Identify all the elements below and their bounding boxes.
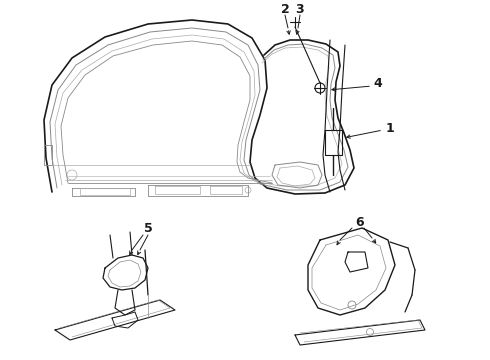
Text: 6: 6 <box>356 216 364 229</box>
Text: 5: 5 <box>144 221 152 234</box>
Text: 2: 2 <box>281 3 290 15</box>
Text: 1: 1 <box>386 122 394 135</box>
Text: 4: 4 <box>373 77 382 90</box>
Text: 3: 3 <box>295 3 304 15</box>
